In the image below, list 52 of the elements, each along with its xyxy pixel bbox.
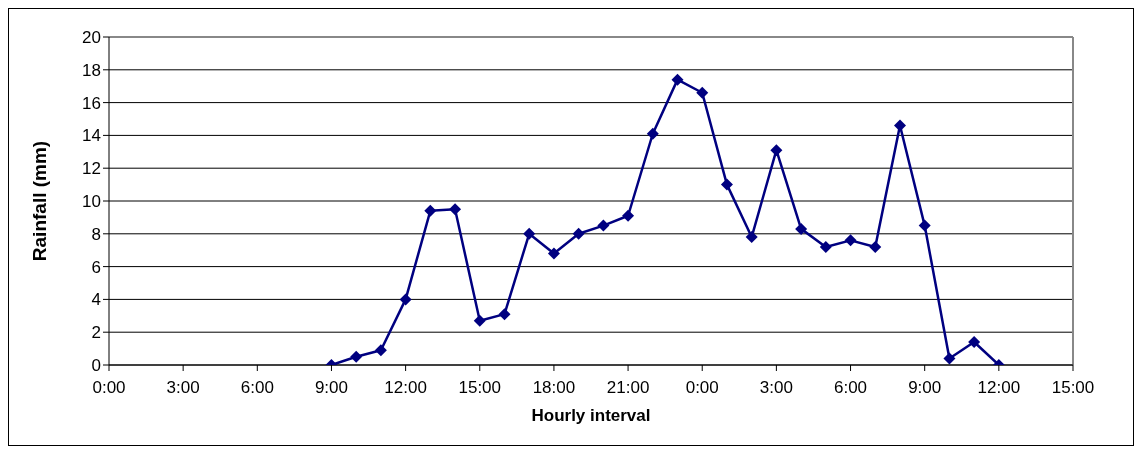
- x-tick-label: 21:00: [606, 378, 650, 398]
- point: [597, 219, 610, 232]
- point: [523, 227, 536, 240]
- point: [720, 178, 733, 191]
- point: [745, 231, 758, 244]
- y-tick-label: 16: [82, 93, 101, 113]
- x-tick-label: 9:00: [314, 378, 349, 398]
- point: [943, 352, 956, 365]
- point: [819, 240, 832, 253]
- point: [918, 219, 931, 232]
- x-tick-label: 9:00: [908, 378, 942, 398]
- point: [572, 227, 585, 240]
- point: [770, 144, 783, 157]
- y-axis-title: Rainfall (mm): [28, 140, 50, 262]
- y-tick-label: 2: [91, 323, 101, 343]
- y-tick-label: 20: [82, 28, 101, 48]
- point: [547, 247, 560, 260]
- x-tick-label: 6:00: [833, 378, 868, 398]
- point: [968, 336, 981, 349]
- point: [374, 344, 387, 357]
- x-axis-title: Hourly interval: [531, 406, 651, 425]
- point: [350, 350, 363, 363]
- point: [671, 73, 684, 86]
- point: [869, 240, 882, 253]
- x-tick-label: 0:00: [92, 378, 126, 398]
- y-tick-label: 14: [82, 126, 101, 146]
- point: [473, 314, 486, 327]
- y-tick-label: 10: [82, 192, 101, 212]
- x-tick-label: 3:00: [166, 378, 200, 398]
- y-tick-label: 12: [82, 159, 101, 179]
- y-tick-label: 8: [91, 224, 101, 244]
- x-tick-label: 0:00: [685, 378, 719, 398]
- point: [424, 204, 437, 217]
- point: [399, 293, 412, 306]
- point: [498, 308, 511, 321]
- point: [844, 234, 857, 247]
- y-tick-label: 0: [91, 356, 101, 376]
- point: [795, 222, 808, 235]
- y-tick-label: 4: [91, 290, 101, 310]
- x-tick-label: 6:00: [240, 378, 274, 398]
- x-tick-label: 12:00: [977, 378, 1021, 398]
- x-tick-label: 15:00: [458, 378, 502, 398]
- point: [696, 86, 709, 99]
- x-tick-label: 3:00: [759, 378, 793, 398]
- y-tick-label: 6: [91, 257, 101, 277]
- point: [622, 209, 635, 222]
- x-tick-label: 12:00: [384, 378, 427, 398]
- x-tick-label: 15:00: [1051, 378, 1095, 398]
- y-tick-label: 18: [82, 60, 101, 80]
- point: [449, 203, 462, 216]
- point: [646, 127, 659, 140]
- x-tick-label: 18:00: [532, 378, 576, 398]
